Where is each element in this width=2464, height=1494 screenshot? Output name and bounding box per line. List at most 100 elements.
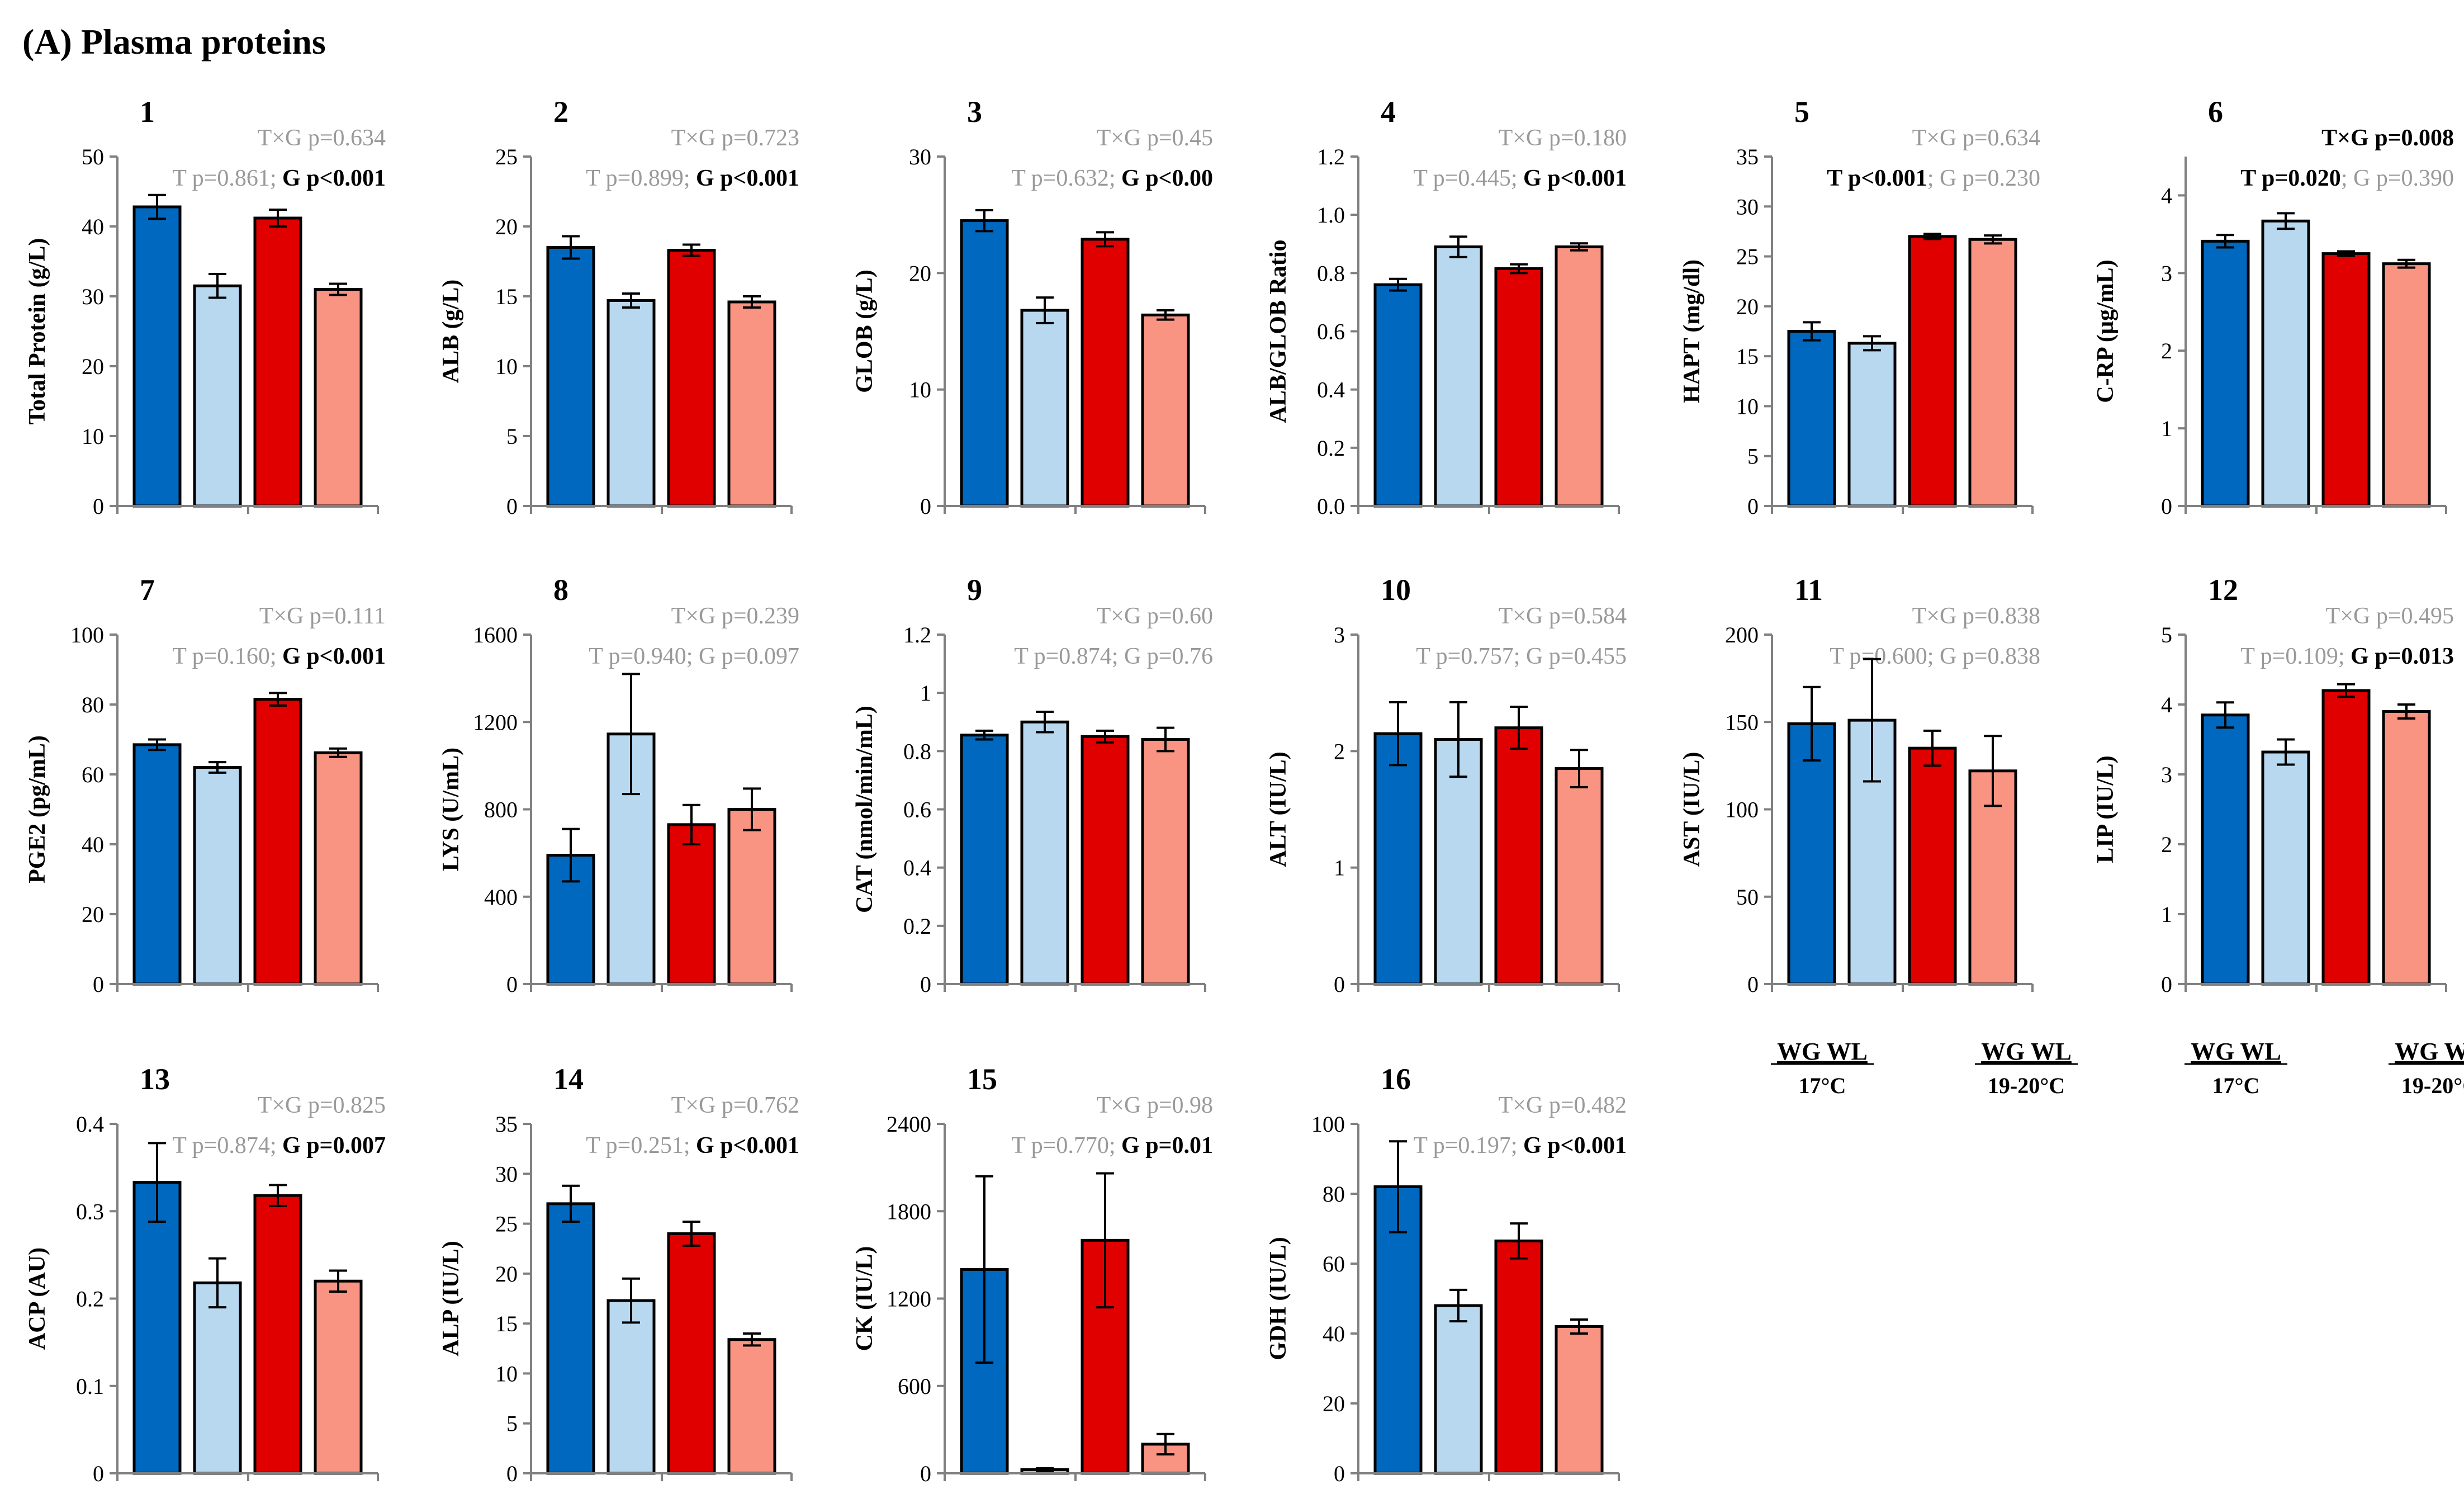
- panel-5-ytick-label-2: 10: [1736, 394, 1759, 419]
- panel-3-bar-2: [1020, 309, 1069, 508]
- panel-16-ytick-label-2: 40: [1323, 1321, 1345, 1346]
- panel-8-ytick-label-1: 400: [484, 885, 518, 910]
- panel-2-number: 2: [553, 95, 568, 129]
- panel-1-number: 1: [140, 95, 155, 129]
- panel-16-ytick-label-0: 0: [1334, 1461, 1345, 1486]
- panel-16-stats-main-part-2: G p<0.001: [1523, 1133, 1627, 1159]
- panel-12-stats-interaction: T×G p=0.495: [2326, 603, 2454, 629]
- panel-12-stats-main: T p=0.109; G p=0.013: [2240, 644, 2454, 669]
- panel-4-bar-3: [1494, 267, 1543, 508]
- panel-12-bar-1: [2201, 713, 2250, 986]
- panel-16-ytick-label-4: 80: [1323, 1181, 1345, 1207]
- panel-3-ytick-label-1: 10: [909, 377, 931, 403]
- panel-9: 9 T×G p=0.60 T p=0.874; G p=0.76 CAT (nmol/…: [852, 573, 1213, 997]
- panel-13-bar-2: [193, 1281, 242, 1475]
- panel-8: 8 T×G p=0.239 T p=0.940; G p=0.097 LYS (U/m…: [438, 573, 799, 997]
- panel-11-ytick-label-3: 150: [1725, 710, 1759, 735]
- panel-12-bar-3: [2321, 689, 2371, 986]
- panel-11-number: 11: [1794, 573, 1823, 607]
- panel-12-bar-2: [2261, 750, 2310, 986]
- panel-15-ytick-label-2: 1200: [887, 1287, 931, 1312]
- panel-8-stats-main-part-1: T p=0.940; G p=0.097: [589, 644, 799, 669]
- panel-13-stats-interaction: T×G p=0.825: [258, 1093, 386, 1118]
- panel-6-stats-main-part-2: ; G p=0.390: [2341, 166, 2454, 191]
- panel-14-bar-4: [727, 1338, 776, 1475]
- panel-1: 1 T×G p=0.634 T p=0.861; G p<0.001 Total Pr…: [25, 95, 386, 519]
- panel-3-bar-4: [1141, 313, 1190, 508]
- panel-2-ytick-label-4: 20: [495, 214, 518, 239]
- panel-15-stats-main-part-1: T p=0.770;: [1011, 1133, 1121, 1159]
- panel-7-ytick-label-1: 20: [82, 902, 104, 927]
- legend-group-1-labels: WG WL: [1777, 1038, 1868, 1065]
- panel-6-ytick-label-4: 4: [2161, 183, 2172, 208]
- panel-16-ytick-label-5: 100: [1311, 1112, 1345, 1137]
- panel-8-bar-3: [667, 823, 716, 986]
- panel-12-ytick-label-2: 2: [2161, 832, 2172, 857]
- panel-4-ytick-label-4: 0.8: [1317, 261, 1345, 286]
- panel-4-number: 4: [1381, 95, 1396, 129]
- panel-6-stats-interaction-part-1: T×G p=0.008: [2321, 125, 2454, 151]
- panel-9-ytick-label-3: 0.6: [903, 797, 931, 822]
- panel-1-ylabel: Total Protein (g/L): [25, 238, 50, 425]
- panel-5-ytick-label-3: 15: [1736, 344, 1759, 369]
- panel-14-number: 14: [553, 1062, 584, 1096]
- panel-14-stats-main-part-1: T p=0.251;: [586, 1133, 696, 1159]
- panel-16-stats-main: T p=0.197; G p<0.001: [1413, 1133, 1627, 1159]
- panel-3-stats-main-part-1: T p=0.632;: [1011, 166, 1121, 191]
- panel-7-stats-main-part-1: T p=0.160;: [172, 644, 282, 669]
- panel-10-ytick-label-3: 3: [1334, 622, 1345, 647]
- panel-10-ytick-label-0: 0: [1334, 972, 1345, 997]
- panel-6-bar-2: [2261, 219, 2310, 508]
- panel-8-number: 8: [553, 573, 568, 607]
- panel-14-stats-interaction: T×G p=0.762: [671, 1093, 799, 1118]
- panel-15-bar-4: [1141, 1443, 1190, 1475]
- panel-11-stats-main-part-1: T p=0.600; G p=0.838: [1830, 644, 2040, 669]
- panel-7-bar-4: [314, 751, 363, 986]
- panel-4-bar-1: [1373, 283, 1423, 508]
- panel-9-bar-1: [960, 734, 1009, 986]
- panel-16-ytick-label-3: 60: [1323, 1251, 1345, 1276]
- panel-8-stats-interaction: T×G p=0.239: [671, 603, 799, 629]
- panel-8-ylabel: LYS (U/mL): [438, 748, 464, 871]
- panel-16-stats-interaction: T×G p=0.482: [1499, 1093, 1627, 1118]
- panel-14-ytick-label-5: 25: [495, 1212, 518, 1237]
- panel-13-stats-main-part-2: G p=0.007: [282, 1133, 386, 1159]
- panel-3-stats-interaction-part-1: T×G p=0.45: [1097, 125, 1213, 151]
- panel-2-ytick-label-3: 15: [495, 284, 518, 309]
- panel-12-number: 12: [2208, 573, 2238, 607]
- panel-5-number: 5: [1794, 95, 1809, 129]
- panel-9-stats-main-part-1: T p=0.874; G p=0.76: [1014, 644, 1213, 669]
- panel-4-ylabel: ALB/GLOB Ratio: [1266, 240, 1291, 423]
- panel-14-ytick-label-1: 5: [506, 1411, 518, 1436]
- panel-6: 6 T×G p=0.008 T p=0.020; G p=0.390 C-RP (µg…: [2093, 95, 2454, 519]
- panel-14-ylabel: ALP (IU/L): [438, 1241, 464, 1356]
- panel-7-bar-3: [253, 698, 302, 986]
- legend-group-3-labels: WG WL: [2191, 1038, 2281, 1065]
- panel-8-ytick-label-2: 800: [484, 797, 518, 822]
- panel-14-ytick-label-2: 10: [495, 1361, 518, 1386]
- panel-5-stats-interaction-part-1: T×G p=0.634: [1912, 125, 2040, 151]
- panel-10-ytick-label-1: 1: [1334, 855, 1345, 881]
- panel-16-bar-4: [1555, 1325, 1604, 1475]
- panel-15-ytick-label-0: 0: [920, 1461, 931, 1486]
- panel-10-number: 10: [1381, 573, 1411, 607]
- panel-3: 3 T×G p=0.45 T p=0.632; G p<0.00 GLOB (g/L)…: [852, 95, 1213, 519]
- panel-4-ytick-label-1: 0.2: [1317, 436, 1345, 461]
- panel-15-stats-main: T p=0.770; G p=0.01: [1011, 1133, 1213, 1159]
- panel-2-stats-main-part-1: T p=0.899;: [586, 166, 696, 191]
- panel-1-stats-interaction: T×G p=0.634: [258, 125, 386, 151]
- panel-14-bar-1: [546, 1202, 595, 1475]
- panel-8-ytick-label-4: 1600: [473, 622, 518, 647]
- panel-3-ytick-label-2: 20: [909, 261, 931, 286]
- panel-9-ytick-label-4: 0.8: [903, 739, 931, 764]
- panel-4-ytick-label-2: 0.4: [1317, 377, 1345, 403]
- panel-13-ytick-label-1: 0.1: [76, 1374, 104, 1399]
- panel-13-bar-1: [132, 1181, 182, 1475]
- panel-1-stats-interaction-part-1: T×G p=0.634: [258, 125, 386, 151]
- panel-13-stats-main-part-1: T p=0.874;: [172, 1133, 282, 1159]
- panel-1-bar-1: [132, 205, 182, 508]
- panel-2-stats-interaction-part-1: T×G p=0.723: [671, 125, 799, 151]
- panel-14-bar-2: [606, 1299, 656, 1475]
- panel-3-ytick-label-3: 30: [909, 144, 931, 169]
